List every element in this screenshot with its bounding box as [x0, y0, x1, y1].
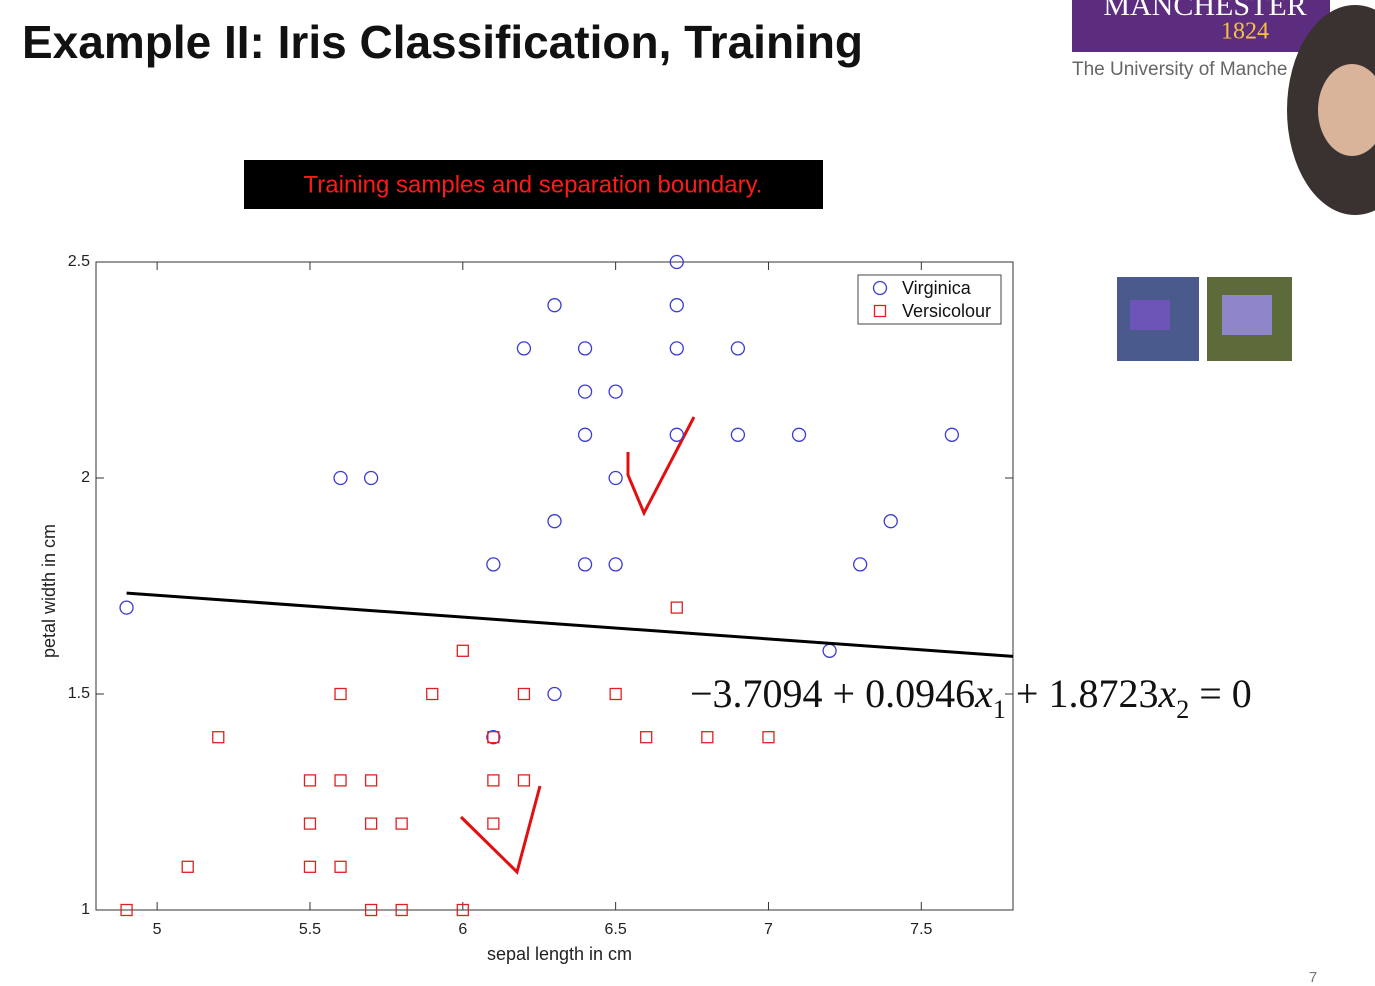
data-point	[516, 341, 532, 356]
data-point	[303, 860, 317, 873]
legend-label: Versicolour	[902, 301, 991, 321]
data-point	[395, 903, 408, 917]
data-point	[944, 427, 960, 442]
boundary-line	[126, 591, 1014, 658]
handwritten-check	[459, 785, 542, 875]
logo-caption: The University of Manche	[1072, 59, 1287, 80]
legend-box	[857, 274, 1002, 325]
data-point	[547, 298, 562, 313]
x-tick-label: 6	[458, 921, 467, 938]
equation-part: 1	[993, 695, 1006, 724]
data-point	[364, 817, 378, 830]
data-point	[334, 860, 347, 873]
data-point	[517, 774, 531, 787]
data-point	[547, 686, 562, 702]
legend-marker	[873, 304, 887, 318]
data-point	[119, 600, 134, 615]
data-point	[701, 731, 714, 744]
page-number: 7	[1309, 969, 1317, 986]
data-point	[333, 470, 348, 486]
legend-marker	[872, 280, 888, 296]
data-point	[303, 817, 317, 830]
equation-part: 2	[1176, 695, 1189, 724]
data-point	[426, 687, 439, 701]
x-tick-label: 7.5	[910, 921, 932, 938]
x-tick-label: 5.5	[299, 921, 321, 938]
data-point	[669, 341, 684, 356]
data-point	[363, 470, 379, 486]
data-point	[364, 774, 378, 787]
data-point	[853, 557, 868, 572]
y-tick-label: 1	[81, 901, 90, 918]
y-tick-label: 2	[81, 469, 90, 486]
data-point	[181, 860, 194, 873]
data-point	[730, 341, 746, 356]
data-point	[577, 384, 593, 399]
data-point	[608, 470, 623, 486]
data-point	[730, 427, 746, 442]
data-point	[456, 644, 469, 657]
iris-photo-detail	[1130, 300, 1170, 330]
data-point	[608, 384, 623, 399]
x-tick-label: 7	[764, 921, 773, 938]
data-point	[364, 903, 378, 917]
iris-photo-detail	[1222, 295, 1272, 335]
legend-label: Virginica	[902, 278, 972, 298]
equation-part: −3.7094 + 0.0946	[690, 671, 975, 716]
y-tick-label: 1.5	[68, 685, 90, 702]
data-point	[120, 903, 133, 917]
data-point	[486, 730, 501, 745]
data-point	[212, 731, 225, 744]
data-point	[670, 601, 683, 614]
data-point	[303, 774, 317, 787]
x-axis-label: sepal length in cm	[487, 944, 632, 964]
equation-part: x	[974, 671, 993, 716]
data-point	[762, 731, 775, 744]
data-point	[334, 774, 347, 787]
data-point	[577, 427, 593, 442]
data-point	[395, 817, 408, 830]
data-point	[822, 643, 837, 658]
y-tick-label: 2.5	[68, 253, 90, 270]
logo-year: 1824	[1221, 19, 1269, 45]
data-point	[334, 687, 347, 701]
data-point	[669, 427, 684, 442]
banner-text: Training samples and separation boundary…	[304, 171, 763, 198]
data-point	[577, 557, 593, 572]
y-axis-label: petal width in cm	[39, 524, 59, 658]
equation: −3.7094 + 0.0946x1 + 1.8723x2 = 0	[690, 671, 1252, 724]
data-point	[791, 427, 807, 442]
data-point	[669, 298, 684, 313]
equation-part: = 0	[1189, 671, 1252, 716]
x-tick-label: 5	[153, 921, 162, 938]
data-point	[609, 687, 622, 701]
equation-part: x	[1157, 671, 1176, 716]
webcam-face	[1318, 64, 1375, 156]
data-point	[456, 903, 469, 917]
handwritten-check	[626, 416, 696, 517]
x-tick-label: 6.5	[605, 921, 627, 938]
data-point	[883, 514, 898, 529]
data-point	[486, 557, 501, 572]
data-point	[547, 514, 562, 529]
plot-frame	[95, 261, 1014, 911]
slide-title: Example II: Iris Classification, Trainin…	[22, 16, 863, 68]
data-point	[577, 341, 593, 356]
logo-name: MANCHESTER	[1103, 0, 1306, 22]
data-point	[517, 687, 531, 701]
data-point	[640, 731, 653, 744]
data-point	[487, 731, 500, 744]
data-point	[608, 557, 623, 572]
equation-part: + 1.8723	[1006, 671, 1159, 716]
data-point	[487, 817, 500, 830]
data-point	[487, 774, 500, 787]
data-point	[669, 254, 684, 270]
banner	[244, 160, 823, 209]
logo-box	[1072, 0, 1330, 52]
